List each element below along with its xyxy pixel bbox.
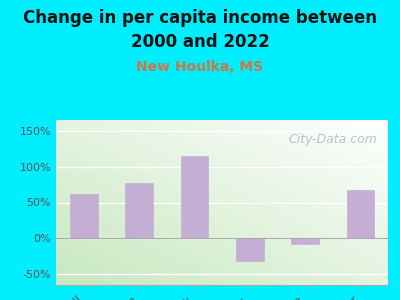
Bar <box>70 194 98 238</box>
Text: New Houlka, MS: New Houlka, MS <box>136 60 264 74</box>
Bar <box>125 183 153 238</box>
Text: City-Data.com: City-Data.com <box>288 133 377 146</box>
Bar <box>291 238 319 244</box>
Bar <box>346 190 374 238</box>
Bar <box>236 238 264 261</box>
Text: 2000 and 2022: 2000 and 2022 <box>131 33 269 51</box>
Bar <box>180 156 208 238</box>
Text: Change in per capita income between: Change in per capita income between <box>23 9 377 27</box>
